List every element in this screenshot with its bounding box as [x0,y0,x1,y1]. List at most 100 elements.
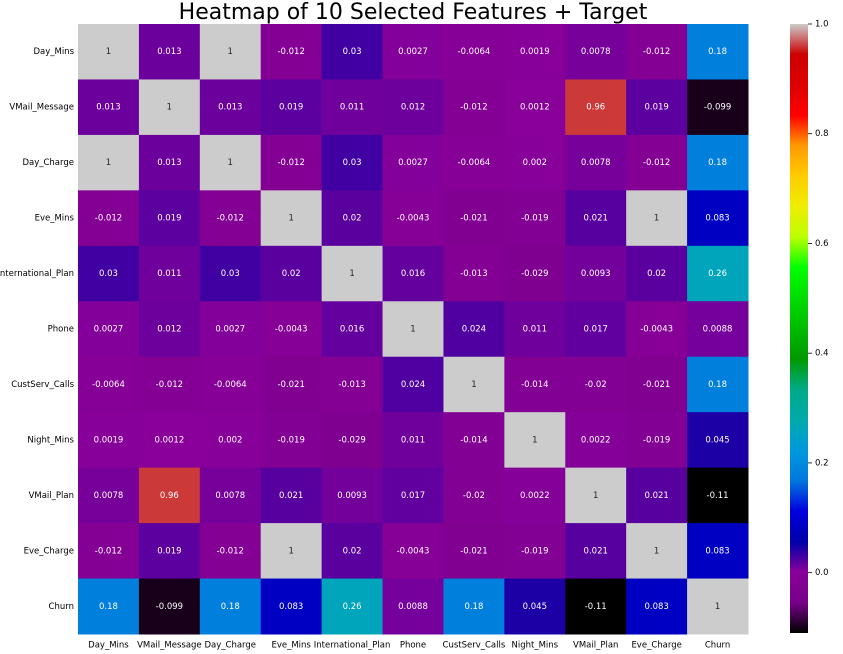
heatmap-cell [138,578,201,635]
heatmap-cell [138,301,201,358]
heatmap-cell [687,412,749,469]
heatmap-cell [565,190,627,247]
heatmap-cell [504,301,566,358]
x-tick-label: Churn [705,641,730,651]
heatmap-cell [78,301,140,358]
heatmap-cell [687,578,749,635]
heatmap-cell [565,412,627,469]
heatmap-cell [321,523,384,580]
cell-label: 0.03 [343,158,362,168]
heatmap-cell [78,79,140,136]
heatmap-cell [687,190,749,247]
heatmap-cell [78,245,140,302]
x-tick-label: CustServ_Calls [443,641,506,651]
cell-label: -0.014 [521,380,548,390]
cell-label: 0.045 [523,602,547,612]
cell-label: 0.0022 [581,435,611,445]
cell-label: -0.11 [707,491,729,501]
heatmap-cell [687,301,749,358]
cell-label: 0.019 [157,214,181,224]
cell-label: 0.021 [644,491,668,501]
cell-label: -0.012 [277,158,304,168]
cell-label: 1 [288,214,293,224]
heatmap-cell [382,467,444,524]
heatmap-cell [321,24,384,80]
heatmap-cell [504,24,566,80]
cell-label: -0.012 [460,103,487,113]
chart-title: Heatmap of 10 Selected Features + Target [179,0,648,25]
cell-label: -0.019 [521,214,548,224]
cell-label: -0.0043 [397,214,430,224]
cell-label: -0.019 [277,435,304,445]
cell-label: -0.019 [521,546,548,556]
heatmap-cell [626,24,688,80]
cell-label: 0.083 [705,546,729,556]
colorbar-tick-label: 0.6 [815,239,829,249]
heatmap-cell [382,24,444,80]
heatmap-cell [687,467,749,524]
cell-label: 0.002 [218,435,242,445]
cell-label: -0.02 [585,380,607,390]
cell-label: 1 [654,546,659,556]
colorbar [790,24,808,633]
heatmap-cell [138,134,201,191]
cell-label: 0.013 [218,103,242,113]
cell-label: 1 [167,103,172,113]
heatmap-cell [443,301,505,358]
heatmap-cell [565,301,627,358]
heatmap-cell [687,79,749,136]
cell-label: 0.013 [96,103,120,113]
heatmap-cell [382,134,444,191]
heatmap-cell [382,245,444,302]
cell-label: 0.0027 [398,158,428,168]
y-tick-label: VMail_Message [9,103,74,113]
heatmap-cell [565,356,627,413]
cell-label: -0.012 [95,546,122,556]
cell-label: 0.0093 [337,491,367,501]
cell-label: -0.012 [643,158,670,168]
heatmap-cell [687,523,749,580]
heatmap-cell [382,79,444,136]
cell-label: 0.002 [523,158,547,168]
cell-label: 0.96 [586,103,605,113]
cell-label: 0.0022 [520,491,550,501]
heatmap-cell [504,79,566,136]
heatmap-cell [199,190,262,247]
heatmap-cell [443,79,505,136]
cell-label: 0.012 [157,325,181,335]
cell-label: 0.96 [160,491,179,501]
cell-label: 0.03 [343,47,362,57]
heatmap-cell [199,412,262,469]
colorbar-tick-label: 0.4 [815,349,829,359]
heatmap-cell [199,134,262,191]
cell-label: 1 [410,325,415,335]
x-tick-label: VMail_Plan [573,641,618,651]
cell-label: 0.03 [99,269,118,279]
heatmap-cell [382,523,444,580]
cell-label: 0.083 [705,214,729,224]
cell-label: -0.021 [460,214,487,224]
heatmap-cell [443,134,505,191]
heatmap-cell [138,412,201,469]
cell-label: 0.0088 [398,602,428,612]
y-tick-label: Day_Mins [33,47,74,57]
heatmap-cell [687,134,749,191]
cell-label: 1 [106,47,111,57]
cell-label: 0.0027 [215,325,245,335]
heatmap-cell [565,467,627,524]
cell-label: -0.0064 [458,158,491,168]
heatmap-cell [199,523,262,580]
cell-label: -0.013 [338,380,365,390]
heatmap-cell [321,412,384,469]
x-tick-label: Day_Mins [88,641,129,651]
cell-label: -0.012 [217,546,244,556]
cell-label: 0.083 [644,602,668,612]
cell-label: 0.0088 [703,325,733,335]
y-tick-label: International_Plan [0,269,74,279]
heatmap-cell [199,24,262,80]
y-tick-label: Phone [48,325,74,335]
heatmap-cell [260,412,323,469]
y-tick-label: CustServ_Calls [11,380,74,390]
cell-label: -0.012 [156,380,183,390]
heatmap-cell [443,578,505,635]
